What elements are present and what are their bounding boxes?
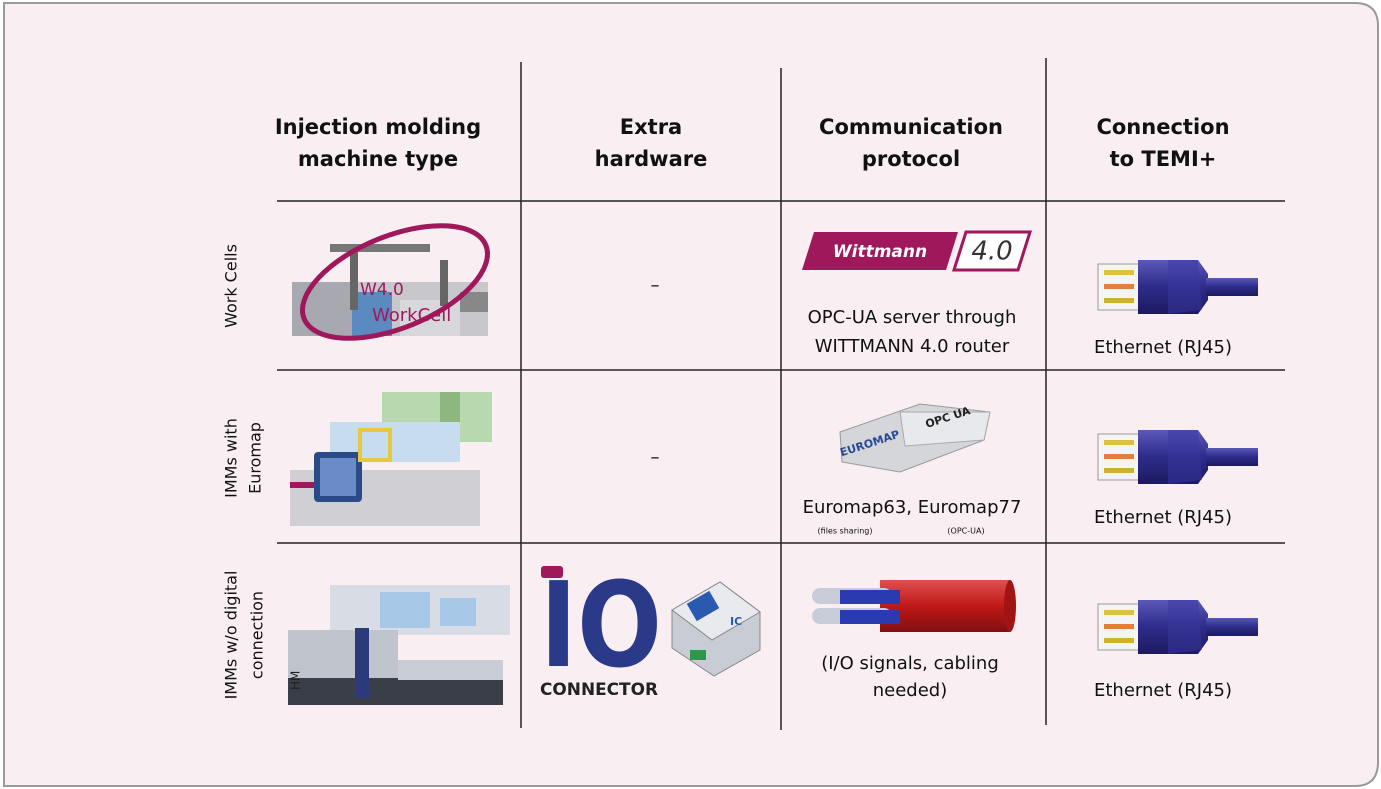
header: Connection: [1096, 115, 1229, 139]
connection-text: Ethernet (RJ45): [1094, 337, 1232, 358]
extra-hardware: –: [651, 275, 660, 296]
wittmann-logo: Wittmann 4.0: [802, 230, 1033, 272]
extra-hardware: –: [651, 447, 660, 468]
machine-mark: HM: [289, 671, 303, 690]
protocol-text: Euromap63, Euromap77: [803, 497, 1022, 518]
digital-free-machine-image: HM: [288, 585, 510, 705]
euromap-machine-image: [290, 392, 492, 526]
header: Extra: [620, 115, 682, 139]
euromap-puzzle: EUROMAP OPC UA: [838, 403, 991, 473]
row-label: Euromap: [246, 422, 265, 494]
protocol-text: (I/O signals, cabling: [821, 653, 999, 674]
connection-text: Ethernet (RJ45): [1094, 507, 1232, 528]
cable-image: [812, 580, 1016, 632]
protocol-text: WITTMANN 4.0 router: [815, 336, 1010, 357]
logo-text: 4.0: [971, 237, 1012, 267]
header: to TEMI+: [1110, 147, 1217, 171]
logo-text: IC: [730, 615, 742, 628]
header: Communication: [819, 115, 1003, 139]
protocol-text: needed): [873, 680, 948, 701]
machine-mark: W4.0: [360, 280, 404, 300]
header: machine type: [298, 147, 458, 171]
logo-text: CONNECTOR: [540, 680, 658, 700]
row-label: connection: [248, 591, 267, 679]
protocol-note: (OPC-UA): [947, 527, 984, 536]
machine-mark: WorkCell: [372, 305, 451, 326]
logo-text: Wittmann: [833, 242, 927, 262]
protocol-note: (files sharing): [818, 527, 873, 536]
connection-text: Ethernet (RJ45): [1094, 680, 1232, 701]
row-label: Work Cells: [222, 244, 241, 328]
io-connector-logo: IO CONNECTOR IC: [540, 556, 761, 700]
work-cell-image: W4.0 WorkCell: [292, 223, 490, 341]
header: protocol: [862, 147, 960, 171]
row-label: IMMs with: [222, 418, 241, 498]
protocol-text: OPC-UA server through: [808, 307, 1017, 328]
row-label: IMMs w/o digital: [222, 571, 241, 700]
logo-text: IO: [540, 556, 662, 694]
header: Injection molding: [275, 115, 481, 139]
header: hardware: [595, 147, 708, 171]
